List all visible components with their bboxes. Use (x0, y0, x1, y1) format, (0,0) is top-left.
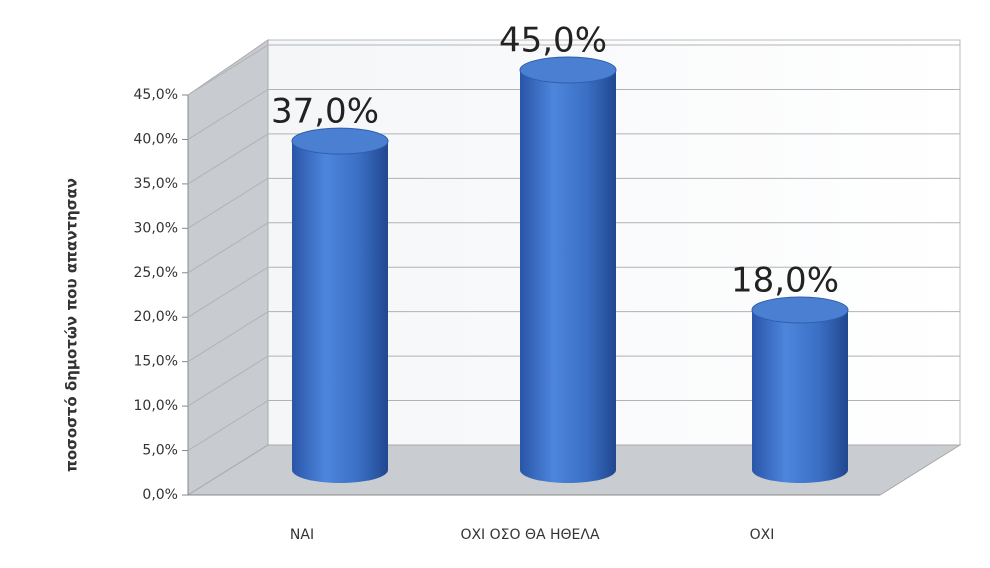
x-tick-label: ΟΧΙ (750, 527, 775, 543)
side-wall (187, 39, 269, 496)
y-tick-label: 5,0% (142, 443, 178, 459)
value-label: 45,0% (499, 21, 607, 61)
bar-top (751, 296, 849, 324)
grid-line (187, 311, 960, 363)
y-tick-label: 15,0% (134, 354, 178, 370)
y-axis-label: ποσοστό δημοτών που απαντησαν (63, 178, 81, 472)
grid-line (187, 355, 960, 407)
value-label: 37,0% (271, 92, 379, 132)
y-tick-label: 35,0% (134, 176, 178, 192)
x-tick-label: ΟΧΙ ΟΣΟ ΘΑ ΗΘΕΛΑ (460, 527, 600, 543)
grid-line (187, 177, 960, 229)
y-tick-label: 0,0% (142, 487, 178, 503)
bar (752, 310, 848, 483)
x-tick-label: ΝΑΙ (290, 527, 314, 543)
y-tick-label: 25,0% (134, 265, 178, 281)
grid-line (187, 88, 960, 140)
bar-top (519, 56, 617, 84)
y-tick-label: 45,0% (134, 87, 178, 103)
y-tick-label: 10,0% (134, 398, 178, 414)
bar-top (291, 127, 389, 155)
grid-line (187, 44, 960, 96)
grid-line (187, 266, 960, 318)
bar (520, 70, 616, 483)
y-tick-label: 30,0% (134, 220, 178, 236)
value-label: 18,0% (731, 261, 839, 301)
grid-line (187, 400, 960, 451)
bar (292, 141, 388, 483)
y-tick-label: 40,0% (134, 131, 178, 147)
grid-line (187, 222, 960, 274)
grid-line (187, 133, 960, 185)
y-tick-label: 20,0% (134, 309, 178, 325)
